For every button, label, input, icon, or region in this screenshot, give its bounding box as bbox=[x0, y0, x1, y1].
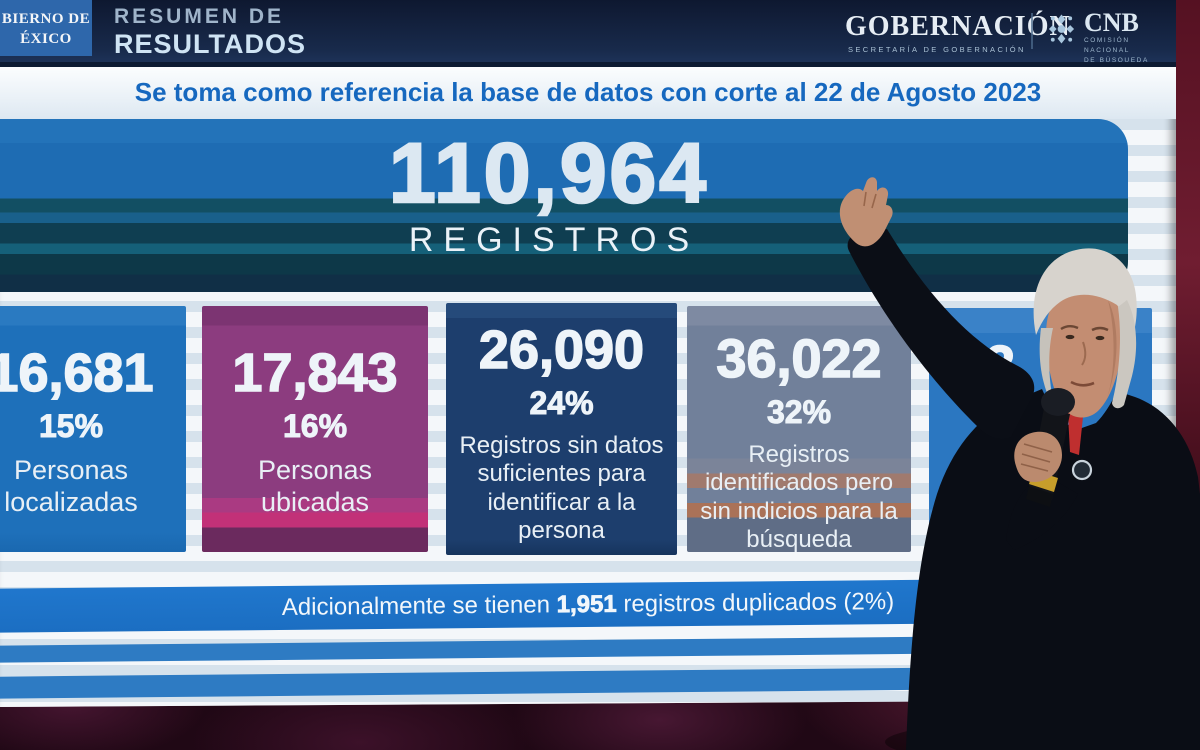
cnb-emblem-icon bbox=[1048, 14, 1075, 44]
card-number: 26,090 bbox=[478, 320, 645, 380]
wristwatch-face bbox=[1071, 459, 1093, 481]
stat-card-personas-ubicadas: 17,843 16% Personas ubicadas bbox=[202, 306, 428, 552]
stat-card-personas-localizadas: 16,681 15% Personas localizadas bbox=[0, 306, 186, 552]
cnb-logo: CNB COMISIÓN NACIONAL DE BÚSQUEDA bbox=[1046, 10, 1176, 65]
card-label: Registros sin datos suficientes para ide… bbox=[459, 432, 664, 544]
reference-banner-text: Se toma como referencia la base de datos… bbox=[134, 77, 1042, 107]
card-percent: 24% bbox=[529, 385, 594, 422]
reference-banner: Se toma como referencia la base de datos… bbox=[0, 62, 1176, 119]
card-number: 17,843 bbox=[232, 343, 399, 403]
wristwatch bbox=[1071, 459, 1093, 481]
raised-arm-sleeve bbox=[847, 229, 1035, 439]
logo-text-line1: BIERNO DE bbox=[1, 11, 91, 27]
stat-card-registros-sin-datos: 26,090 24% Registros sin datos suficient… bbox=[446, 303, 677, 555]
stat-card-registros-identificados: 36,022 32% Registros identificados pero … bbox=[687, 306, 911, 553]
eye bbox=[1095, 335, 1105, 341]
hair bbox=[1033, 248, 1137, 336]
presenter-coat bbox=[906, 389, 1200, 750]
hair-side bbox=[1039, 328, 1053, 401]
gobierno-de-mexico-logo: BIERNO DE ÉXICO bbox=[0, 0, 92, 56]
card-percent: 15% bbox=[38, 408, 104, 445]
mouth bbox=[1070, 380, 1095, 387]
eyebrows bbox=[1060, 325, 1109, 332]
total-registros-label: REGISTROS bbox=[408, 221, 700, 259]
card-number: 16,681 bbox=[0, 343, 154, 403]
cnb-text-block: CNB COMISIÓN NACIONAL DE BÚSQUEDA bbox=[1084, 10, 1176, 65]
card-percent: 32% bbox=[766, 394, 832, 431]
hand-finger-lines bbox=[863, 191, 877, 209]
slide-title: RESUMEN DE RESULTADOS bbox=[114, 5, 306, 59]
mic-hand-fingers bbox=[1020, 443, 1053, 472]
gobernacion-subtitle: SECRETARÍA DE GOBERNACIÓN bbox=[848, 45, 1026, 54]
logo-text-line2: ÉXICO bbox=[20, 31, 72, 48]
slide-title-line2: RESULTADOS bbox=[114, 28, 306, 59]
card-label: Registros identificados pero sin indicio… bbox=[700, 441, 898, 553]
nose bbox=[1081, 341, 1087, 366]
card-percent: 16% bbox=[282, 408, 348, 445]
face-shading bbox=[1107, 300, 1117, 398]
header-divider bbox=[1031, 13, 1033, 49]
card-label: Personas localizadas bbox=[4, 455, 138, 517]
hair-side bbox=[1112, 300, 1137, 409]
pointing-hand bbox=[839, 177, 893, 247]
microphone-head bbox=[1041, 388, 1075, 416]
card-number: 36,022 bbox=[716, 329, 883, 389]
cnb-subtitle-line2: DE BÚSQUEDA bbox=[1083, 56, 1149, 64]
cnb-subtitle-line1: COMISIÓN NACIONAL bbox=[1083, 37, 1130, 54]
total-registros-number: 110,964 bbox=[388, 126, 709, 220]
cnb-wordmark: CNB bbox=[1083, 8, 1139, 37]
eye bbox=[1065, 334, 1075, 340]
presenter bbox=[839, 177, 1200, 750]
card-label: Personas ubicadas bbox=[257, 455, 373, 517]
microphone-base bbox=[1026, 486, 1053, 507]
slide-title-line1: RESUMEN DE bbox=[114, 5, 285, 28]
mic-arm-sleeve bbox=[1006, 474, 1078, 550]
slide-header: BIERNO DE ÉXICO RESUMEN DE RESULTADOS GO… bbox=[0, 0, 1176, 65]
total-registros-panel: 110,964 REGISTROS bbox=[0, 119, 1128, 292]
